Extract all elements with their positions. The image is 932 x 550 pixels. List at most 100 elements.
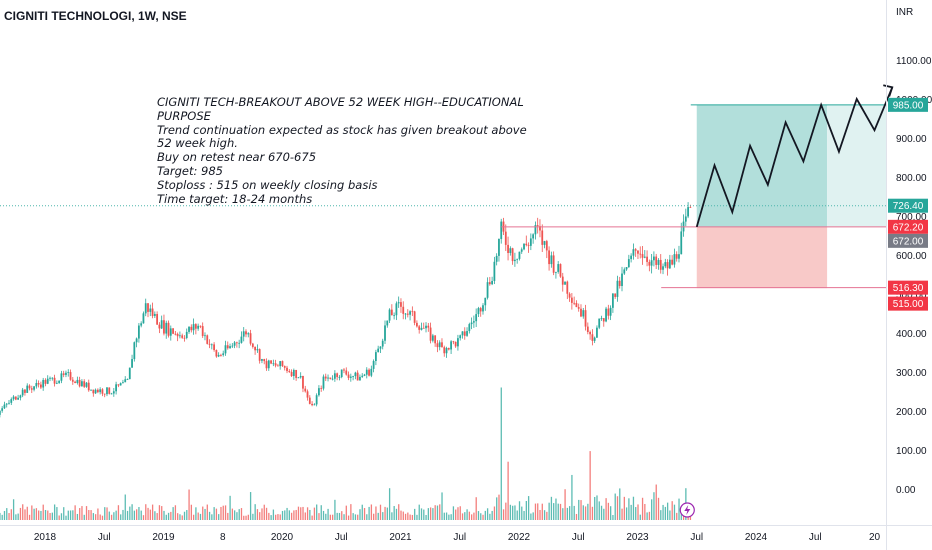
volume-bar [347, 515, 350, 520]
candle-body [395, 303, 398, 316]
candle-body [240, 336, 243, 343]
volume-bar [553, 503, 555, 520]
candle-body [254, 346, 257, 351]
volume-bar [518, 501, 521, 520]
volume-bar [272, 509, 275, 520]
volume-bar [439, 504, 441, 520]
candle-body [249, 333, 252, 344]
volume-bar [231, 508, 234, 520]
candle-body [609, 307, 612, 316]
volume-bar [550, 496, 553, 520]
volume-bar [136, 509, 138, 520]
volume-bar [197, 512, 199, 520]
candle-body [60, 373, 63, 381]
candle-body [591, 334, 594, 341]
candle-body [188, 326, 190, 332]
candle-body [206, 335, 209, 344]
volume-bar [398, 504, 400, 520]
candle-body [550, 255, 553, 265]
candle-body [126, 379, 129, 380]
volume-bar [154, 511, 156, 520]
candle-body [513, 259, 516, 262]
volume-bar [306, 507, 309, 520]
candle-body [347, 374, 350, 378]
candle-body [131, 359, 133, 368]
candle-body [217, 354, 220, 357]
x-tick-label: 2023 [626, 532, 649, 543]
volume-bar [607, 502, 610, 520]
volume-bar [603, 508, 605, 520]
candle-body [119, 383, 122, 386]
volume-bar [489, 513, 491, 520]
price-badge [888, 219, 928, 234]
candle-body [65, 372, 67, 375]
candle-body [30, 388, 33, 390]
candle-body [142, 313, 145, 324]
volume-bar [151, 504, 154, 520]
volume-bar [3, 510, 6, 520]
candle-body [329, 377, 332, 379]
candle-body [495, 255, 498, 262]
candle-body [427, 325, 430, 328]
candle-body [662, 266, 664, 270]
volume-bar [277, 514, 279, 520]
lightning-glyph [684, 505, 691, 515]
candle-body [397, 302, 400, 304]
candle-body [0, 410, 1, 415]
candle-body [345, 370, 348, 375]
candle-body [224, 345, 227, 354]
volume-bar [24, 509, 26, 520]
candle-body [19, 395, 22, 398]
volume-bar [302, 506, 304, 520]
candle-body [24, 389, 26, 393]
candle-body [62, 373, 65, 375]
volume-bar [582, 505, 584, 520]
volume-bar [284, 510, 286, 520]
candle-body [648, 261, 651, 266]
candle-body [26, 385, 29, 393]
volume-bar [591, 506, 594, 520]
candle-body [55, 382, 58, 384]
volume-bar [195, 507, 197, 520]
candle-body [108, 387, 111, 394]
volume-bar [40, 510, 42, 520]
volume-bar [450, 514, 452, 520]
candle-body [438, 342, 441, 348]
candle-body [181, 335, 184, 338]
volume-bar [19, 507, 22, 520]
candle-body [147, 303, 149, 312]
candle-body [308, 397, 311, 404]
candle-body [491, 280, 494, 285]
volume-bar [375, 506, 377, 520]
price-badge-label: 672.20 [893, 222, 924, 233]
candle-body [133, 342, 136, 360]
y-tick-label: 200.00 [896, 407, 927, 418]
volume-bar [343, 514, 345, 520]
candle-body [586, 326, 589, 333]
annotation-line: Time target: 18-24 months [157, 191, 313, 206]
candle-body [135, 338, 138, 343]
y-tick-label: 700.00 [896, 212, 927, 223]
candle-body [215, 350, 218, 357]
candle-body [327, 377, 329, 379]
candle-body [623, 269, 626, 274]
candle-body [42, 379, 45, 388]
candle-body [400, 302, 402, 307]
volume-bar [425, 514, 427, 520]
volume-bar [243, 515, 245, 520]
candle-body [87, 382, 90, 391]
volume-bar [471, 514, 473, 520]
volume-bar [354, 514, 357, 520]
candle-body [598, 318, 601, 328]
candle-body [3, 404, 6, 409]
volume-bar [350, 504, 352, 520]
candle-body [618, 280, 621, 287]
candle-body [573, 302, 576, 304]
y-tick-label: 0.00 [896, 485, 916, 496]
volume-bar [279, 514, 281, 520]
candle-body [450, 341, 452, 350]
candle-body [689, 207, 692, 208]
volume-bar [47, 510, 49, 520]
candle-body [582, 310, 585, 317]
